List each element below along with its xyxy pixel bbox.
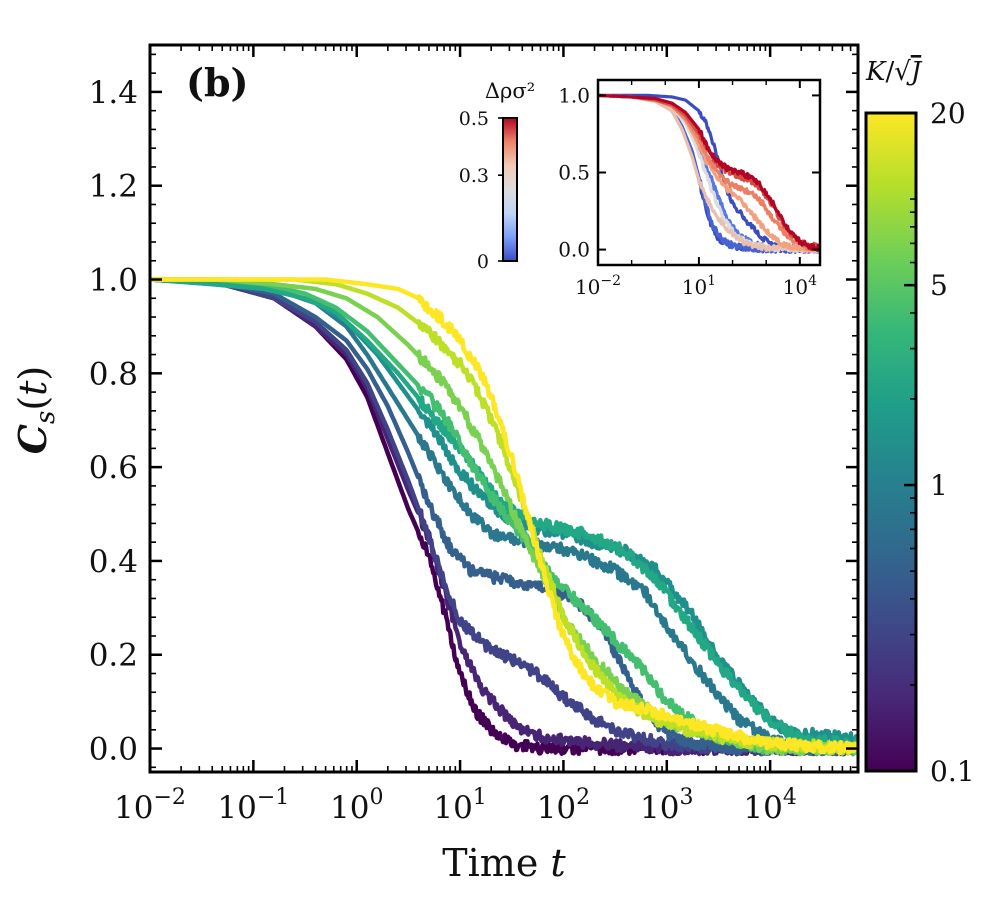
y-tick-label: 0.8: [89, 356, 138, 392]
inset-colorbar: [502, 117, 518, 262]
y-tick-label: 0.6: [89, 450, 138, 486]
y-tick-label: 1.4: [89, 75, 138, 111]
inset-y-tick-label: 0.0: [558, 238, 590, 262]
main-colorbar-title: K/√J: [865, 57, 923, 87]
x-tick-label: 10−1: [217, 785, 289, 826]
inset-colorbar-tick-label: 0: [477, 251, 489, 273]
x-tick-label: 10−2: [114, 785, 186, 826]
inset-y-tick-label: 0.5: [558, 161, 590, 185]
x-axis-label: Time t: [442, 841, 566, 885]
x-tick-label: 101: [433, 785, 486, 826]
x-tick-label: 102: [537, 785, 590, 826]
inset-colorbar-tick-label: 0.5: [459, 108, 489, 130]
main-colorbar-ticks: 0.1 1 5 20: [904, 97, 975, 788]
x-tick-label: 104: [743, 785, 796, 826]
y-tick-label: 0.2: [89, 638, 138, 674]
panel-label: (b): [186, 60, 249, 105]
inset-x-tick-label: 10−2: [575, 273, 621, 299]
main-series-line: [150, 277, 858, 757]
y-tick-label: 1.2: [89, 169, 138, 205]
y-tick-label: 0.0: [89, 732, 138, 768]
inset-series-line: [598, 93, 820, 252]
inset-plot-frame: [596, 78, 822, 267]
inset-x-tick-label: 104: [783, 273, 817, 299]
inset-y-tick-label: 1.0: [558, 83, 590, 107]
inset-ticks: 10−2 101 104 0.0 0.5 1.0: [558, 80, 820, 299]
inset-colorbar-tick-label: 0.3: [459, 165, 489, 187]
inset-x-tick-label: 101: [682, 273, 716, 299]
y-tick-label: 1.0: [89, 263, 138, 299]
colorbar-tick-label: 5: [930, 269, 948, 302]
main-colorbar: [864, 111, 918, 773]
colorbar-tick-label: 0.1: [930, 755, 975, 788]
colorbar-tick-label: 20: [930, 97, 966, 130]
inset-colorbar-ticks: 0 0.3 0.5: [459, 108, 503, 273]
main-series-line: [150, 277, 858, 756]
y-axis-label: Cs(t): [10, 366, 61, 455]
x-tick-label: 100: [330, 785, 383, 826]
inset-series-group: [598, 93, 820, 254]
x-tick-label: 103: [640, 785, 693, 826]
inset-colorbar-title: Δρσ²: [485, 79, 535, 103]
main-series-line: [150, 277, 858, 757]
main-series-group: [150, 277, 858, 757]
y-tick-label: 0.4: [89, 544, 138, 580]
colorbar-tick-label: 1: [930, 469, 948, 502]
main-plot-frame: [148, 43, 860, 774]
